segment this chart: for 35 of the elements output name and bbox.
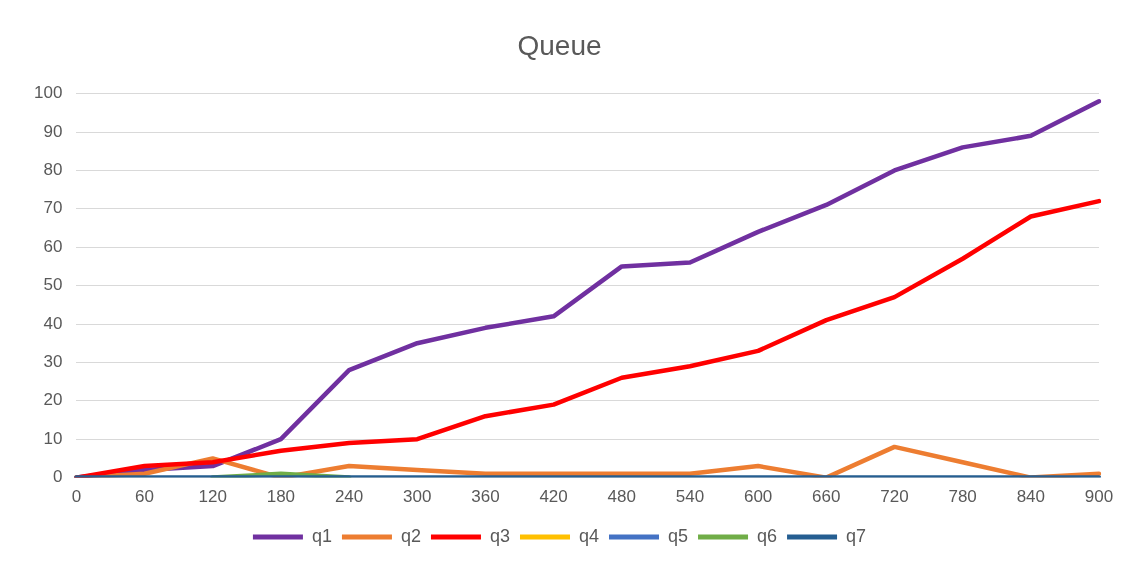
x-tick-label: 720 xyxy=(880,487,909,507)
y-tick-label: 90 xyxy=(43,121,63,141)
legend-label: q7 xyxy=(846,525,867,546)
y-tick-label: 0 xyxy=(52,467,63,487)
y-tick-label: 80 xyxy=(43,160,63,180)
y-tick-label: 50 xyxy=(43,275,63,295)
x-tick-label: 840 xyxy=(1016,487,1046,507)
y-tick-label: 40 xyxy=(43,313,63,333)
y-tick-label: 30 xyxy=(43,352,63,372)
legend-label: q6 xyxy=(757,525,778,546)
legend-label: q1 xyxy=(311,525,332,546)
x-tick-label: 660 xyxy=(812,487,841,507)
x-tick-label: 900 xyxy=(1084,487,1114,507)
x-tick-label: 360 xyxy=(471,487,500,507)
y-tick-label: 100 xyxy=(33,83,63,103)
x-tick-label: 60 xyxy=(135,487,154,507)
y-tick-label: 20 xyxy=(43,390,63,410)
legend-label: q2 xyxy=(400,525,421,546)
x-tick-label: 420 xyxy=(539,487,568,507)
legend-label: q4 xyxy=(578,525,600,546)
legend-label: q5 xyxy=(668,525,689,546)
chart-title: Queue xyxy=(517,29,602,61)
legend-label: q3 xyxy=(489,525,510,546)
y-tick-label: 60 xyxy=(43,236,63,256)
y-tick-label: 70 xyxy=(43,198,63,218)
x-tick-label: 120 xyxy=(198,487,227,507)
x-tick-label: 0 xyxy=(71,487,82,507)
x-tick-label: 240 xyxy=(334,487,364,507)
x-tick-label: 540 xyxy=(675,487,705,507)
y-tick-label: 10 xyxy=(43,428,63,448)
x-tick-label: 600 xyxy=(743,487,773,507)
x-tick-label: 480 xyxy=(607,487,636,507)
x-tick-label: 300 xyxy=(403,487,432,507)
x-tick-label: 780 xyxy=(948,487,977,507)
x-tick-label: 180 xyxy=(266,487,296,507)
